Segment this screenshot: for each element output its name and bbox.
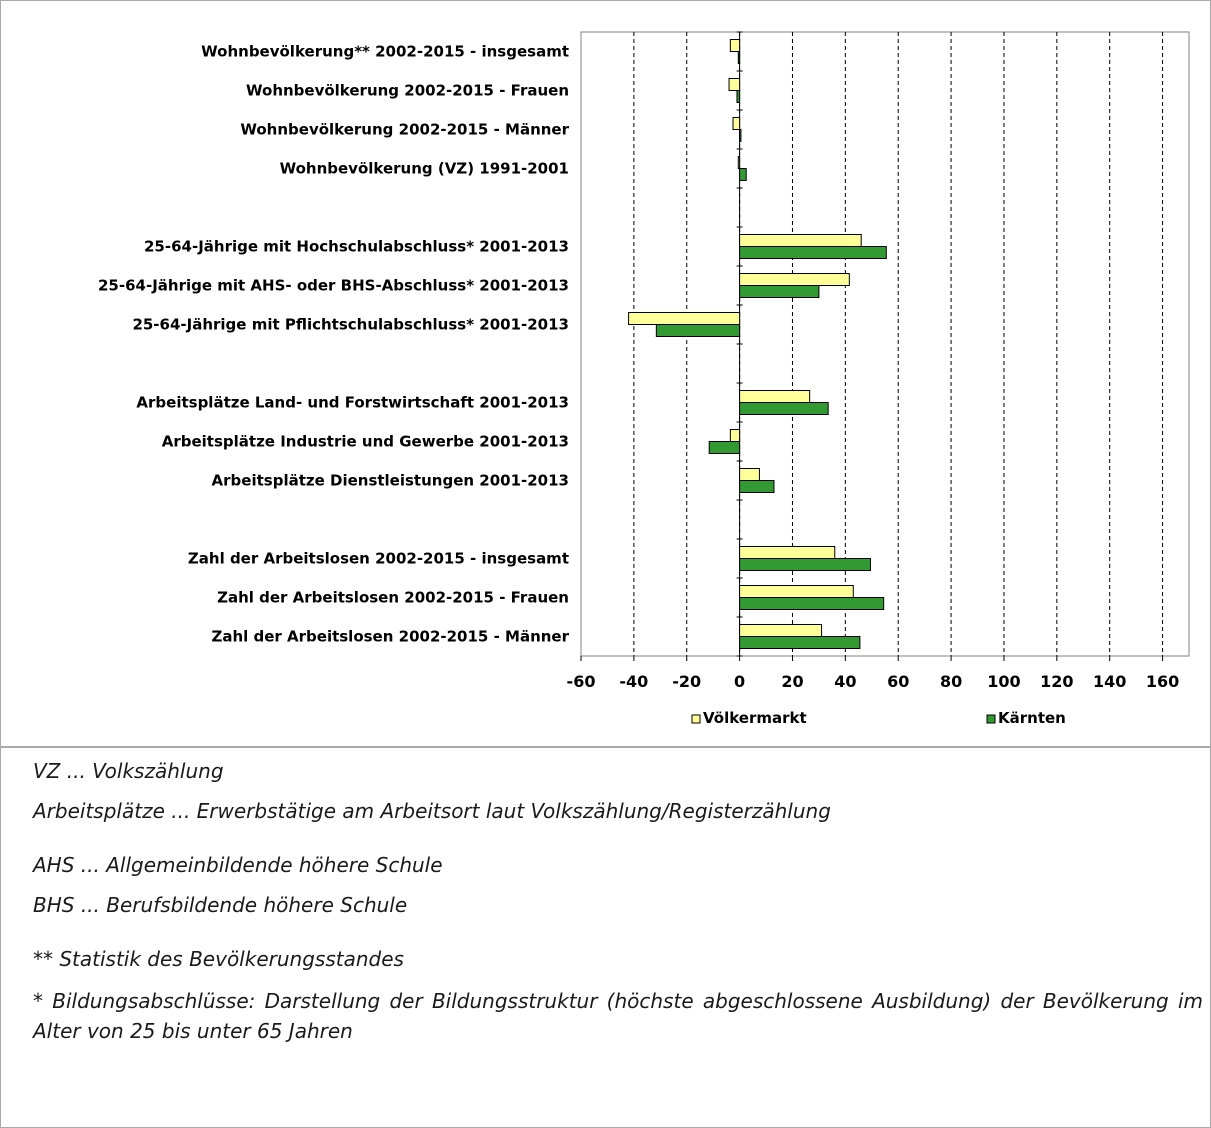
bar-voelkermarkt (739, 468, 760, 481)
legend-label: Kärnten (998, 709, 1066, 727)
bar-voelkermarkt (739, 585, 854, 598)
bar-kaernten (737, 51, 741, 64)
bar-kaernten (739, 402, 829, 415)
bar-kaernten (739, 597, 885, 610)
bar-kaernten (708, 441, 741, 454)
category-label: Wohnbevölkerung 2002-2015 - Männer (240, 121, 569, 139)
category-label: Wohnbevölkerung** 2002-2015 - insgesamt (201, 43, 569, 61)
bar-kaernten (739, 636, 861, 649)
note-bildungsabschluesse: * Bildungsabschlüsse: Darstellung der Bi… (33, 989, 1203, 1043)
chart-area: -60 -40 -20 0 20 40 60 80 100 120 140 160 Wohnbevölk… (1, 1, 1210, 748)
x-tick-label: 0 (734, 672, 745, 691)
bar-kaernten (739, 168, 747, 181)
x-tick-label: 80 (940, 672, 962, 691)
legend-swatch (691, 714, 701, 724)
bar-voelkermarkt (739, 624, 823, 637)
category-label: Arbeitsplätze Industrie und Gewerbe 2001… (162, 433, 569, 451)
category-label: Wohnbevölkerung (VZ) 1991-2001 (280, 160, 569, 178)
bar-voelkermarkt (739, 546, 836, 559)
x-tick-label: 100 (987, 672, 1020, 691)
category-label: 25-64-Jährige mit AHS- oder BHS-Abschlus… (98, 277, 569, 295)
plot-area (580, 31, 1190, 657)
x-tick-label: -60 (567, 672, 596, 691)
x-tick-label: 140 (1093, 672, 1126, 691)
category-label: 25-64-Jährige mit Hochschulabschluss* 20… (144, 238, 569, 256)
bar-kaernten (739, 285, 820, 298)
x-tick-label: 120 (1040, 672, 1073, 691)
bar-voelkermarkt (737, 156, 741, 169)
category-label: Arbeitsplätze Land- und Forstwirtschaft … (136, 394, 569, 412)
bar-voelkermarkt (728, 78, 741, 91)
bar-voelkermarkt (739, 234, 862, 247)
bar-kaernten (655, 324, 741, 337)
bar-voelkermarkt (729, 429, 741, 442)
x-tick-label: 40 (834, 672, 856, 691)
bar-voelkermarkt (628, 312, 741, 325)
legend-swatch (986, 714, 996, 724)
bar-kaernten (739, 558, 871, 571)
note-arbeitsplaetze: Arbeitsplätze ... Erwerbstätige am Arbei… (33, 799, 831, 823)
x-tick-label: 60 (887, 672, 909, 691)
bar-kaernten (739, 129, 742, 142)
x-tick-label: 160 (1146, 672, 1179, 691)
bar-voelkermarkt (739, 273, 850, 286)
category-label: Zahl der Arbeitslosen 2002-2015 - Frauen (217, 589, 569, 607)
category-label: Zahl der Arbeitslosen 2002-2015 - insges… (188, 550, 569, 568)
note-vz: VZ ... Volkszählung (33, 759, 224, 783)
bar-voelkermarkt (732, 117, 741, 130)
category-label: Wohnbevölkerung 2002-2015 - Frauen (246, 82, 569, 100)
legend-label: Völkermarkt (703, 709, 807, 727)
category-label: Zahl der Arbeitslosen 2002-2015 - Männer (211, 628, 569, 646)
x-tick-label: -40 (619, 672, 648, 691)
category-label: Arbeitsplätze Dienstleistungen 2001-2013 (212, 472, 569, 490)
note-bhs: BHS ... Berufsbildende höhere Schule (33, 893, 408, 917)
bar-chart: -60 -40 -20 0 20 40 60 80 100 120 140 160 Wohnbevölk… (98, 31, 1190, 727)
x-tick-label: -20 (672, 672, 701, 691)
bar-voelkermarkt (739, 390, 811, 403)
x-tick-label: 20 (781, 672, 803, 691)
bar-kaernten (739, 480, 775, 493)
bar-kaernten (736, 90, 741, 103)
bar-voelkermarkt (729, 39, 741, 52)
category-label: 25-64-Jährige mit Pflichtschulabschluss*… (132, 316, 569, 334)
note-ahs: AHS ... Allgemeinbildende höhere Schule (33, 853, 443, 877)
note-statistik: ** Statistik des Bevölkerungsstandes (33, 947, 404, 971)
bar-kaernten (739, 246, 887, 259)
